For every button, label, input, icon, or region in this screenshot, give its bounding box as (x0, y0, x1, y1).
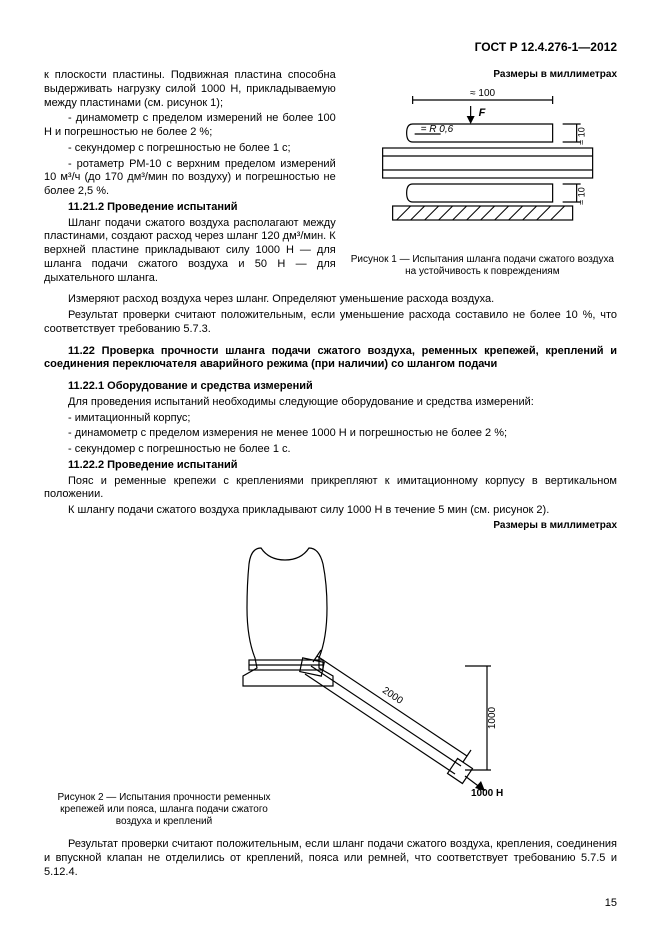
para-12: Пояс и ременные крепежи с креплениями пр… (44, 475, 617, 503)
fig1-side-bot: ≈ 10 (576, 187, 586, 204)
fig2-caption: Рисунок 2 — Испытания прочности ременных… (44, 792, 284, 828)
fig1-svg: ≈ 100 F = R 0,6 (348, 86, 617, 246)
para-9: - имитационный корпус; (44, 412, 617, 426)
heading-11-22-2: 11.22.2 Проведение испытаний (44, 459, 617, 473)
fig2-dim-note: Размеры в миллиметрах (44, 520, 617, 533)
figure-2: 2000 1000 1000 Н Рисунок 2 — Испытания п… (44, 538, 617, 838)
fig1-side-top: ≈ 10 (576, 127, 586, 144)
figure-1: Размеры в миллиметрах ≈ 100 F = R (348, 69, 617, 287)
fig2-svg: 2000 1000 1000 Н (151, 538, 511, 798)
fig1-caption: Рисунок 1 — Испытания шланга подачи сжат… (348, 254, 617, 278)
para-4: - ротаметр РМ-10 с верхним пределом изме… (44, 158, 336, 199)
para-6: Измеряют расход воздуха через шланг. Опр… (44, 293, 617, 307)
doc-code: ГОСТ Р 12.4.276-1—2012 (44, 40, 617, 55)
fig1-dim-note: Размеры в миллиметрах (348, 69, 617, 82)
fig2-len-label: 2000 (380, 685, 405, 707)
fig2-drop-label: 1000 (487, 707, 498, 730)
para-8: Для проведения испытаний необходимы след… (44, 396, 617, 410)
para-1: к плоскости пластины. Подвижная пластина… (44, 69, 336, 110)
heading-11-22-1: 11.22.1 Оборудование и средства измерени… (44, 380, 617, 394)
heading-11-21-2: 11.21.2 Проведение испытаний (44, 201, 336, 215)
para-10: - динамометр с пределом измерения не мен… (44, 427, 617, 441)
fig1-force-label: F (478, 107, 485, 119)
page: ГОСТ Р 12.4.276-1—2012 к плоскости пласт… (0, 0, 661, 935)
page-number: 15 (605, 897, 617, 911)
top-columns: к плоскости пластины. Подвижная пластина… (44, 69, 617, 287)
para-14: Результат проверки считают положительным… (44, 838, 617, 879)
left-column: к плоскости пластины. Подвижная пластина… (44, 69, 336, 287)
fig1-width-label: ≈ 100 (470, 88, 495, 99)
para-3: - секундомер с погрешностью не более 1 с… (44, 142, 336, 156)
heading-11-22: 11.22 Проверка прочности шланга подачи с… (44, 345, 617, 373)
fig1-radius-label: = R 0,6 (420, 124, 453, 135)
fig2-force-label: 1000 Н (471, 788, 503, 798)
para-7: Результат проверки считают положительным… (44, 309, 617, 337)
para-2: - динамометр с пределом измерений не бол… (44, 112, 336, 140)
para-13: К шлангу подачи сжатого воздуха приклады… (44, 504, 617, 518)
para-5: Шланг подачи сжатого воздуха располагают… (44, 217, 336, 286)
para-11: - секундомер с погрешностью не более 1 с… (44, 443, 617, 457)
